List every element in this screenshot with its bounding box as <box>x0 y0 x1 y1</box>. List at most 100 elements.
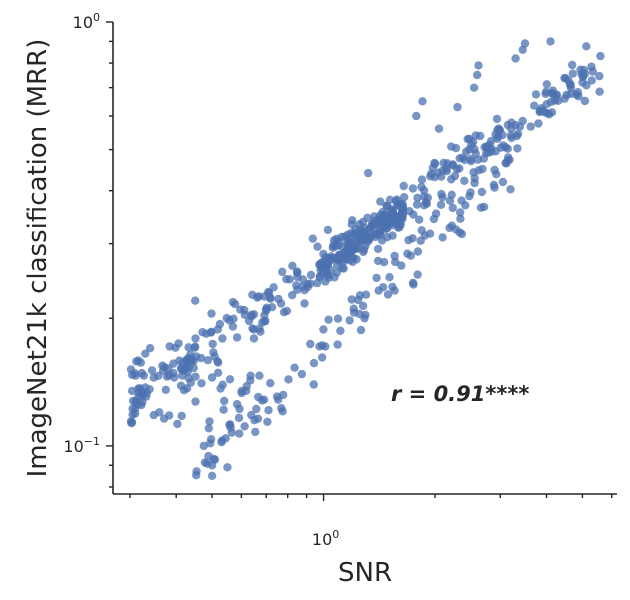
data-point <box>530 101 539 110</box>
data-point <box>354 295 363 305</box>
data-point <box>206 328 215 337</box>
data-point <box>513 144 522 153</box>
data-point <box>364 168 373 178</box>
data-point <box>149 373 158 382</box>
data-point <box>278 407 287 416</box>
correlation-annotation: r = 0.91**** <box>391 382 529 406</box>
data-point <box>216 384 225 393</box>
data-point <box>336 326 345 335</box>
data-point <box>385 273 394 282</box>
data-point <box>284 375 293 384</box>
data-point <box>568 60 577 70</box>
data-point <box>196 353 206 363</box>
data-point <box>221 434 230 443</box>
ticks-layer: 100 100 10−1 <box>63 11 613 549</box>
data-point <box>445 223 454 233</box>
data-point <box>550 96 560 105</box>
data-point <box>416 236 425 245</box>
data-point <box>337 232 346 242</box>
data-point <box>247 312 256 321</box>
data-point <box>474 61 483 70</box>
data-point <box>333 340 342 349</box>
data-point <box>254 292 263 301</box>
data-point <box>412 111 421 121</box>
data-point <box>415 215 424 224</box>
axes-layer <box>112 22 617 495</box>
data-point <box>127 386 137 396</box>
data-point <box>139 371 148 380</box>
data-point <box>520 39 530 48</box>
data-point <box>546 37 555 46</box>
data-point <box>255 371 264 380</box>
data-point <box>184 373 193 383</box>
data-point <box>482 143 492 152</box>
data-point <box>262 306 271 315</box>
data-point <box>447 142 456 151</box>
data-point <box>134 388 143 397</box>
data-point <box>293 268 302 277</box>
data-point <box>434 124 444 133</box>
data-point <box>313 242 322 251</box>
data-point <box>375 213 384 222</box>
data-point <box>377 236 387 245</box>
data-point <box>515 122 525 131</box>
data-point <box>453 102 462 112</box>
data-point <box>580 96 590 106</box>
data-point <box>420 201 429 210</box>
data-point <box>373 244 383 254</box>
data-point <box>169 359 178 368</box>
data-point <box>456 208 465 217</box>
data-point <box>184 362 194 371</box>
data-point <box>374 286 383 295</box>
data-point <box>450 171 460 181</box>
data-point <box>466 154 475 164</box>
data-point <box>371 229 381 239</box>
data-point <box>213 368 223 377</box>
data-point <box>469 83 479 92</box>
data-point <box>173 419 182 429</box>
data-point <box>413 193 422 202</box>
data-point <box>473 155 482 164</box>
data-point <box>329 241 338 250</box>
data-point <box>316 260 326 269</box>
data-point <box>393 215 402 225</box>
data-point <box>219 405 228 414</box>
data-point <box>390 286 399 295</box>
data-point <box>191 334 200 343</box>
data-point <box>478 164 487 174</box>
data-point <box>361 310 370 320</box>
data-point <box>430 159 440 169</box>
data-point <box>363 226 372 235</box>
data-point <box>445 196 455 205</box>
data-point <box>220 396 229 406</box>
x-tick-label: 100 <box>312 528 339 549</box>
data-point <box>455 164 464 173</box>
data-point <box>306 339 315 349</box>
data-point <box>292 281 301 290</box>
data-point <box>258 318 267 327</box>
data-point <box>587 62 596 71</box>
data-point <box>419 192 429 201</box>
data-point <box>387 206 397 216</box>
data-point <box>240 310 250 320</box>
data-point <box>419 186 429 195</box>
data-point <box>204 424 213 433</box>
data-point <box>251 427 260 437</box>
data-point <box>466 188 475 197</box>
data-point <box>388 231 397 240</box>
data-point <box>264 406 273 415</box>
data-point <box>348 216 357 225</box>
data-point <box>288 261 297 270</box>
data-point <box>225 420 235 429</box>
data-point <box>541 87 551 97</box>
data-point <box>408 234 417 243</box>
data-point <box>165 411 174 420</box>
data-point <box>191 372 200 381</box>
data-point <box>218 334 227 343</box>
data-point <box>526 122 535 131</box>
data-point <box>232 400 242 409</box>
data-point <box>470 178 479 188</box>
data-point <box>448 203 457 213</box>
data-point <box>205 417 214 426</box>
